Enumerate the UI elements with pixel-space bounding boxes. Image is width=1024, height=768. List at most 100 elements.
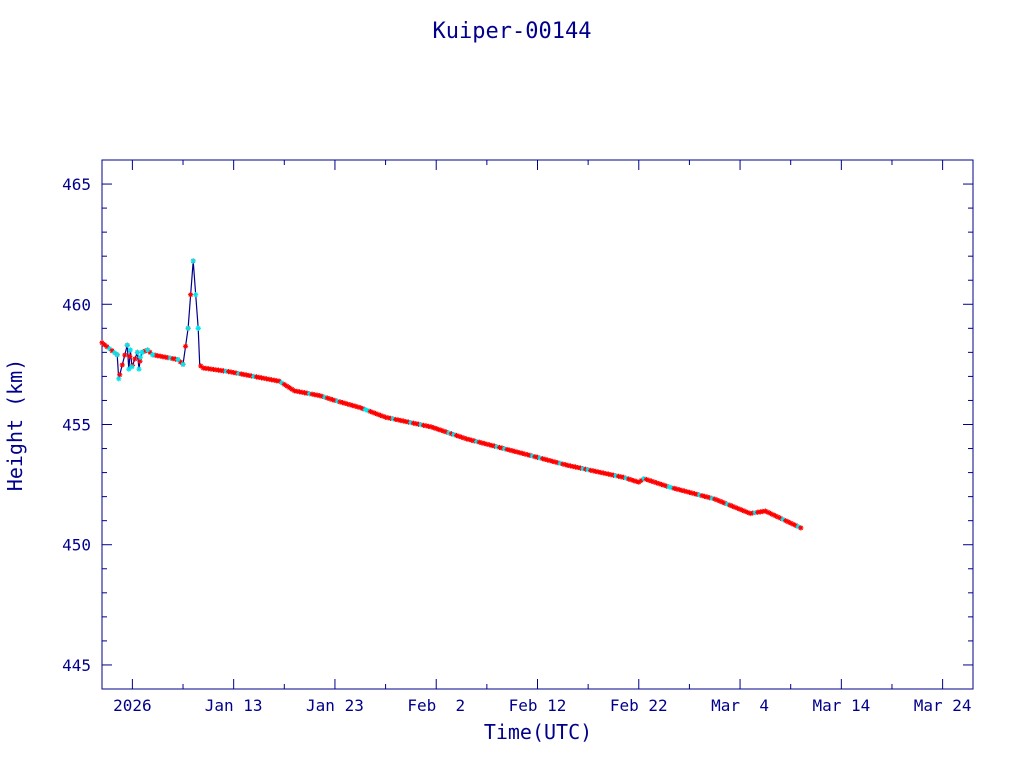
data-point-marker [626,476,632,482]
data-point-marker [648,478,655,484]
data-point-marker [436,426,442,433]
data-point-marker [489,442,495,449]
data-point-marker [334,398,341,404]
data-point-marker [628,477,634,483]
data-point-marker [479,440,485,446]
data-point-marker [127,353,133,359]
data-point-marker [476,439,482,445]
data-point-marker [380,413,386,419]
data-point-marker [638,477,644,484]
data-point-marker [795,524,801,530]
x-tick-label: Mar 4 [711,696,769,715]
data-point-marker [350,402,356,409]
data-point-marker [785,519,791,525]
data-point-marker [481,440,487,447]
data-point-marker [537,455,543,461]
data-point-marker [474,438,480,445]
data-point-marker [739,507,746,513]
data-point-marker [329,397,336,403]
data-point-marker [633,478,639,485]
data-point-marker [519,450,525,456]
data-point-marker [99,340,105,346]
y-tick-label: 460 [62,295,91,314]
data-point-marker [114,352,120,358]
data-point-marker [724,501,730,507]
data-point-marker [150,352,156,358]
data-point-marker [464,436,470,442]
x-tick-label: Mar 24 [914,696,972,715]
data-point-marker [717,498,723,504]
data-point-marker [375,411,381,418]
data-point-marker [195,325,201,331]
data-point-marker [798,525,804,531]
data-point-marker [339,400,346,406]
data-point-marker [428,424,434,430]
data-point-marker [453,432,460,439]
data-point-marker [653,480,660,486]
data-point-marker [555,460,561,466]
data-point-marker [448,431,455,437]
data-point-marker [509,448,515,454]
data-point-marker [707,495,713,501]
series-line-path [101,260,802,529]
data-point-marker [727,502,733,508]
data-point-marker [664,483,670,489]
data-point-marker [347,402,353,408]
data-point-marker [441,428,447,434]
data-point-marker [522,451,528,457]
series-markers [99,258,804,531]
data-point-marker [788,520,794,526]
data-point-marker [466,436,472,443]
data-point-marker [126,366,132,372]
x-tick-label: Feb 2 [407,696,465,715]
data-point-marker [124,342,130,348]
x-tick-label: Jan 13 [205,696,263,715]
data-point-marker [357,405,363,411]
y-tick-label: 465 [62,175,91,194]
data-point-marker [433,426,439,432]
data-point-marker [193,292,199,298]
data-point-marker [709,495,715,501]
data-point-marker [484,441,490,447]
data-point-marker [370,409,376,416]
data-point-marker [699,493,705,499]
data-point-marker [446,430,452,436]
data-point-marker [512,448,518,454]
data-point-marker [722,500,728,506]
data-point-marker [112,350,118,356]
data-point-marker [322,394,328,400]
data-point-marker [136,366,142,372]
data-point-marker [620,474,627,480]
plot-frame [101,159,974,690]
data-point-marker [714,497,720,503]
data-point-marker [696,492,703,498]
data-point-marker [458,434,465,440]
data-point-marker [501,446,508,452]
data-point-marker [327,396,333,402]
data-point-marker [129,364,135,370]
data-point-marker [507,447,513,453]
y-tick-label: 455 [62,416,91,435]
data-point-marker [496,444,503,451]
data-point-marker [188,292,194,298]
data-point-marker [276,378,282,384]
data-point-marker [636,479,642,485]
data-point-marker [144,347,151,353]
x-tick-label: 2026 [113,696,152,715]
data-point-marker [319,393,325,400]
data-point-marker [742,508,748,515]
data-point-marker [674,486,680,492]
data-point-marker [284,383,290,389]
data-point-marker [669,485,675,491]
y-tick-label: 450 [62,536,91,555]
data-point-marker [132,356,138,362]
data-point-marker [101,342,108,348]
data-point-marker [494,444,500,450]
data-point-marker [443,429,449,435]
data-point-marker [534,454,541,460]
data-point-marker [345,401,351,407]
data-point-marker [656,481,662,487]
x-tick-label: Jan 23 [306,696,364,715]
data-point-marker [671,485,677,491]
